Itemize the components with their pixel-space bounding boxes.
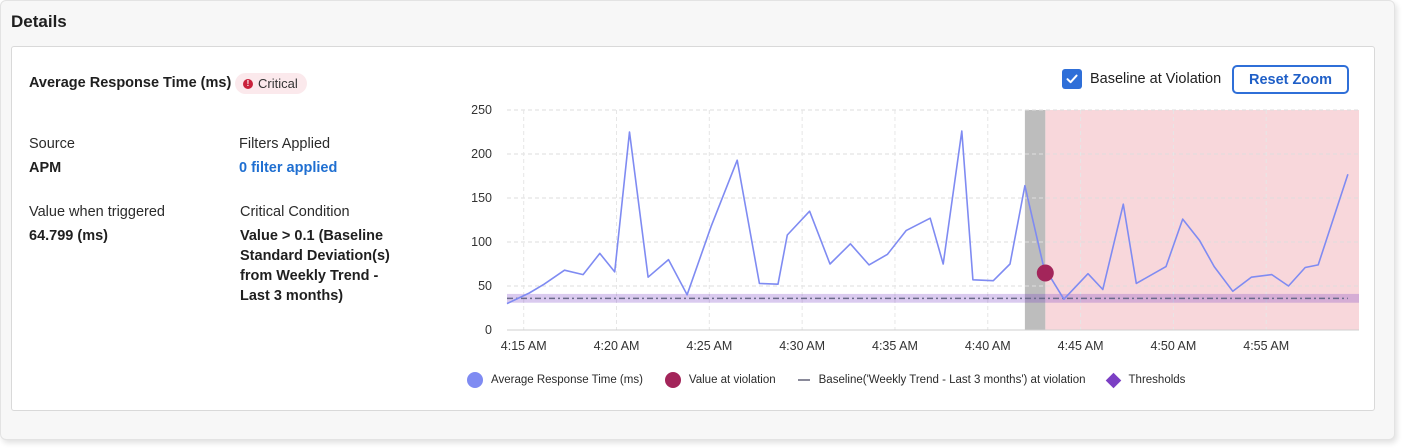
response-time-chart[interactable]: 250 200 150 100 50 0 4:15 AM 4:20 AM 4:25 AM 4:30… (452, 97, 1362, 357)
y-tick-label: 100 (471, 235, 492, 249)
condition-line: from Weekly Trend - (240, 268, 379, 284)
condition-line: Last 3 months) (240, 288, 344, 304)
checkmark-icon (1066, 74, 1078, 84)
x-tick-label: 4:20 AM (594, 339, 640, 353)
x-tick-label: 4:45 AM (1058, 339, 1104, 353)
legend-diamond-icon (1105, 372, 1121, 388)
x-tick-label: 4:40 AM (965, 339, 1011, 353)
section-title: Details (11, 12, 67, 31)
critical-condition-value: Value > 0.1 (Baseline Standard Deviation… (240, 226, 390, 306)
source-label: Source (29, 136, 75, 152)
alert-card: Average Response Time (ms) ! Critical So… (11, 46, 1375, 411)
alert-icon: ! (243, 78, 253, 89)
legend-item-violation[interactable]: Value at violation (664, 372, 776, 388)
y-tick-label: 0 (485, 323, 492, 337)
x-tick-label: 4:50 AM (1150, 339, 1196, 353)
series-line-response-time (506, 130, 1349, 305)
y-tick-label: 150 (471, 191, 492, 205)
y-tick-label: 50 (478, 279, 492, 293)
legend-swatch-icon (467, 372, 483, 388)
value-triggered-label: Value when triggered (29, 204, 165, 220)
legend-item-response-time[interactable]: Average Response Time (ms) (467, 372, 643, 388)
baseline-checkbox[interactable] (1062, 69, 1082, 89)
violation-region (1045, 110, 1359, 330)
status-badge-label: Critical (258, 76, 298, 91)
legend-swatch-icon (664, 372, 681, 388)
x-tick-label: 4:55 AM (1243, 339, 1289, 353)
legend-label: Thresholds (1128, 374, 1186, 386)
legend-label: Average Response Time (ms) (491, 374, 643, 386)
source-value: APM (29, 160, 62, 176)
filters-link[interactable]: 0 filter applied (239, 160, 338, 176)
value-triggered-value: 64.799 (ms) (29, 228, 108, 244)
chart-legend: Average Response Time (ms) Value at viol… (467, 372, 1207, 388)
critical-condition-label: Critical Condition (240, 204, 350, 220)
x-tick-label: 4:15 AM (501, 339, 547, 353)
y-tick-label: 250 (471, 103, 492, 117)
card-title: Average Response Time (ms) (29, 75, 232, 91)
details-panel: Details Average Response Time (ms) ! Cri… (0, 0, 1395, 440)
legend-item-thresholds[interactable]: Thresholds (1105, 372, 1186, 388)
y-tick-label: 200 (471, 147, 492, 161)
legend-label: Value at violation (688, 374, 776, 386)
legend-item-baseline[interactable]: Baseline('Weekly Trend - Last 3 months')… (797, 374, 1086, 386)
reset-zoom-button[interactable]: Reset Zoom (1232, 65, 1349, 94)
x-tick-label: 4:35 AM (872, 339, 918, 353)
x-tick-label: 4:30 AM (779, 339, 825, 353)
filters-label: Filters Applied (239, 136, 331, 152)
x-tick-label: 4:25 AM (686, 339, 732, 353)
violation-point[interactable] (1036, 264, 1054, 282)
status-badge: ! Critical (235, 73, 307, 94)
baseline-checkbox-label: Baseline at Violation (1090, 71, 1222, 87)
legend-label: Baseline('Weekly Trend - Last 3 months')… (818, 374, 1086, 386)
condition-line: Standard Deviation(s) (240, 248, 390, 264)
condition-line: Value > 0.1 (Baseline (240, 228, 384, 244)
legend-dash-icon (797, 379, 810, 381)
